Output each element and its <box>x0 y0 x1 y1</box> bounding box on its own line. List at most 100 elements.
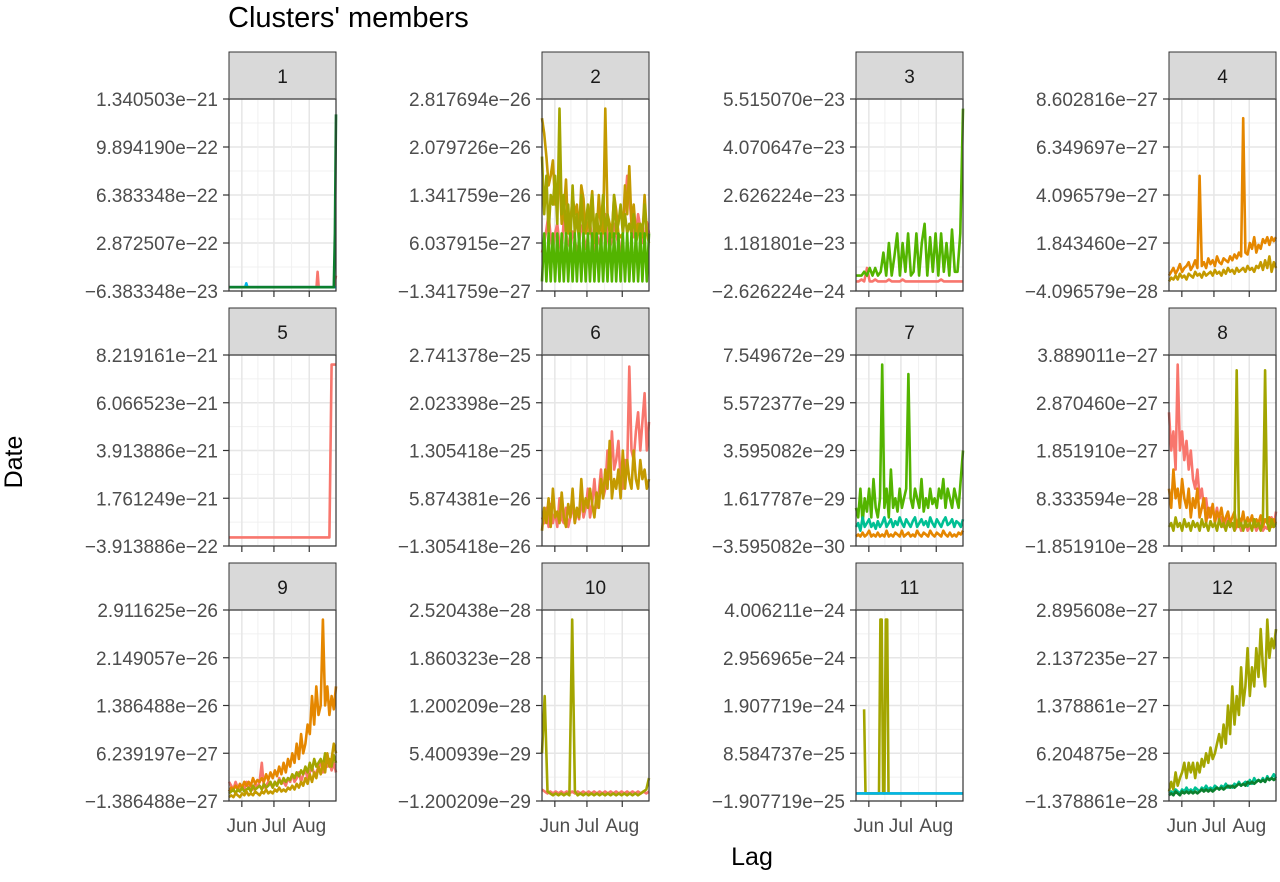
y-tick-label: 5.515070e−23 <box>723 90 845 111</box>
y-tick-label: 6.349697e−27 <box>1036 138 1158 159</box>
y-tick-label: 4.096579e−27 <box>1036 186 1158 207</box>
facet-strip <box>228 307 337 356</box>
facet-panel-12: 12 2.895608e−27 2.137235e−27 1.378861e−27 6.… <box>1025 562 1278 837</box>
x-tick-label: Jul <box>889 816 913 837</box>
y-tick-label: −1.907719e−25 <box>712 792 845 813</box>
facet-strip-label: 6 <box>590 323 601 344</box>
facet-strip-label: 8 <box>1217 323 1228 344</box>
chart-title: Clusters' members <box>228 2 469 34</box>
y-tick-label: 1.851910e−27 <box>1036 442 1158 463</box>
y-tick-label: −1.305418e−26 <box>398 537 531 558</box>
series-line-1 <box>229 363 336 539</box>
y-tick-label: 3.889011e−27 <box>1037 346 1158 367</box>
facet-panel-6: 6 2.741378e−25 2.023398e−25 1.305418e−25 5.8… <box>398 307 651 558</box>
facet-panel-7: 7 7.549672e−29 5.572377e−29 3.595082e−29 1.6… <box>712 307 965 558</box>
facet-panel-3: 3 5.515070e−23 4.070647e−23 2.626224e−23 1.1… <box>712 51 965 303</box>
y-tick-label: 2.149057e−26 <box>96 649 218 670</box>
series-line-1 <box>541 788 650 795</box>
facet-panel-11: 11 4.006211e−24 2.956965e−24 1.907719e−24 8.… <box>712 562 964 837</box>
y-tick-label: 8.584737e−25 <box>723 744 845 765</box>
y-tick-label: 5.400939e−29 <box>409 744 531 765</box>
y-tick-label: −1.851910e−28 <box>1025 537 1158 558</box>
y-tick-label: 1.181801e−23 <box>723 234 845 255</box>
facet-panel-4: 4 8.602816e−27 6.349697e−27 4.096579e−27 1.8… <box>1025 51 1278 303</box>
y-tick-label: 2.626224e−23 <box>723 186 845 207</box>
facet-strip-label: 10 <box>585 578 606 599</box>
y-tick-label: 8.219161e−21 <box>96 346 218 367</box>
y-tick-label: 6.239197e−27 <box>96 744 218 765</box>
y-tick-label: 2.895608e−27 <box>1036 601 1158 622</box>
y-tick-label: 4.006211e−24 <box>724 601 845 622</box>
y-tick-label: 1.761249e−21 <box>96 489 218 510</box>
facet-strip-label: 11 <box>900 578 920 599</box>
x-tick-label: Jun <box>854 816 885 837</box>
x-tick-label: Jul <box>575 816 599 837</box>
y-tick-label: 3.595082e−29 <box>723 442 845 463</box>
facet-strip <box>228 51 337 100</box>
facet-strip <box>541 562 650 611</box>
facet-panel-2: 2 2.817694e−26 2.079726e−26 1.341759e−26 6.0… <box>398 51 651 303</box>
y-tick-label: 2.741378e−25 <box>409 346 531 367</box>
y-tick-label: 7.549672e−29 <box>723 346 845 367</box>
facet-strip-label: 5 <box>277 323 288 344</box>
facet-strip-label: 7 <box>904 323 915 344</box>
series-line-2 <box>854 363 965 525</box>
x-tick-label: Jul <box>262 816 286 837</box>
y-tick-label: −2.626224e−24 <box>712 282 846 303</box>
series-line-3 <box>228 751 338 795</box>
y-tick-label: 1.341759e−26 <box>409 186 531 207</box>
facet-strip <box>1168 307 1277 356</box>
y-tick-label: 1.860323e−28 <box>409 649 531 670</box>
facet-strip-label: 2 <box>590 67 601 88</box>
x-tick-label: Aug <box>919 816 953 837</box>
facet-panel-1: 1 1.340503e−21 9.894190e−22 6.383348e−22 2.8… <box>85 51 338 303</box>
x-tick-label: Aug <box>605 816 639 837</box>
y-tick-label: 5.572377e−29 <box>723 394 845 415</box>
y-tick-label: −4.096579e−28 <box>1025 282 1158 303</box>
y-tick-label: 8.333594e−28 <box>1036 489 1158 510</box>
series-line-2 <box>856 108 965 277</box>
y-tick-label: 1.305418e−25 <box>409 442 531 463</box>
x-tick-label: Jul <box>1202 816 1226 837</box>
facet-strip <box>855 562 964 611</box>
y-tick-label: 2.817694e−26 <box>409 90 531 111</box>
series-line-4 <box>228 742 338 799</box>
y-tick-label: 1.340503e−21 <box>96 90 218 111</box>
y-tick-label: 5.874381e−26 <box>409 489 531 510</box>
facet-panel-9: 9 2.911625e−26 2.149057e−26 1.386488e−26 6.2… <box>85 562 338 837</box>
y-tick-label: 2.911625e−26 <box>97 601 218 622</box>
y-tick-label: 6.204875e−28 <box>1036 744 1158 765</box>
series-line-1 <box>856 266 963 283</box>
series-line-3 <box>1167 368 1278 533</box>
y-tick-label: −3.595082e−30 <box>712 537 845 558</box>
facet-strip-label: 3 <box>904 67 915 88</box>
facet-strip <box>855 51 964 100</box>
series-line-3 <box>228 114 338 289</box>
series-line-2 <box>540 618 651 797</box>
y-tick-label: 6.383348e−22 <box>96 186 218 207</box>
y-tick-label: 6.037915e−27 <box>409 234 531 255</box>
series-line-2 <box>227 618 338 793</box>
y-tick-label: −6.383348e−23 <box>85 282 218 303</box>
y-tick-label: −1.386488e−27 <box>85 792 218 813</box>
series-line-2 <box>1167 255 1278 283</box>
series-line-3 <box>1168 776 1277 797</box>
y-tick-label: 6.066523e−21 <box>96 394 218 415</box>
y-tick-label: 1.617787e−29 <box>723 489 845 510</box>
facet-panel-10: 10 2.520438e−28 1.860323e−28 1.200209e−28 5.… <box>398 562 651 837</box>
series-line-3 <box>540 107 651 245</box>
facet-strip-label: 12 <box>1212 578 1233 599</box>
y-tick-label: 2.520438e−28 <box>409 601 531 622</box>
series-line-1 <box>855 529 965 538</box>
facet-strip-label: 9 <box>277 578 288 599</box>
series-line-3 <box>854 516 965 533</box>
y-tick-label: 1.907719e−24 <box>723 697 845 718</box>
series-line-1 <box>1167 618 1278 792</box>
x-tick-label: Aug <box>292 816 326 837</box>
series-line-2 <box>540 439 651 531</box>
y-tick-label: 1.843460e−27 <box>1036 234 1158 255</box>
facet-strip-label: 1 <box>277 67 288 88</box>
facet-strip-label: 4 <box>1217 67 1228 88</box>
